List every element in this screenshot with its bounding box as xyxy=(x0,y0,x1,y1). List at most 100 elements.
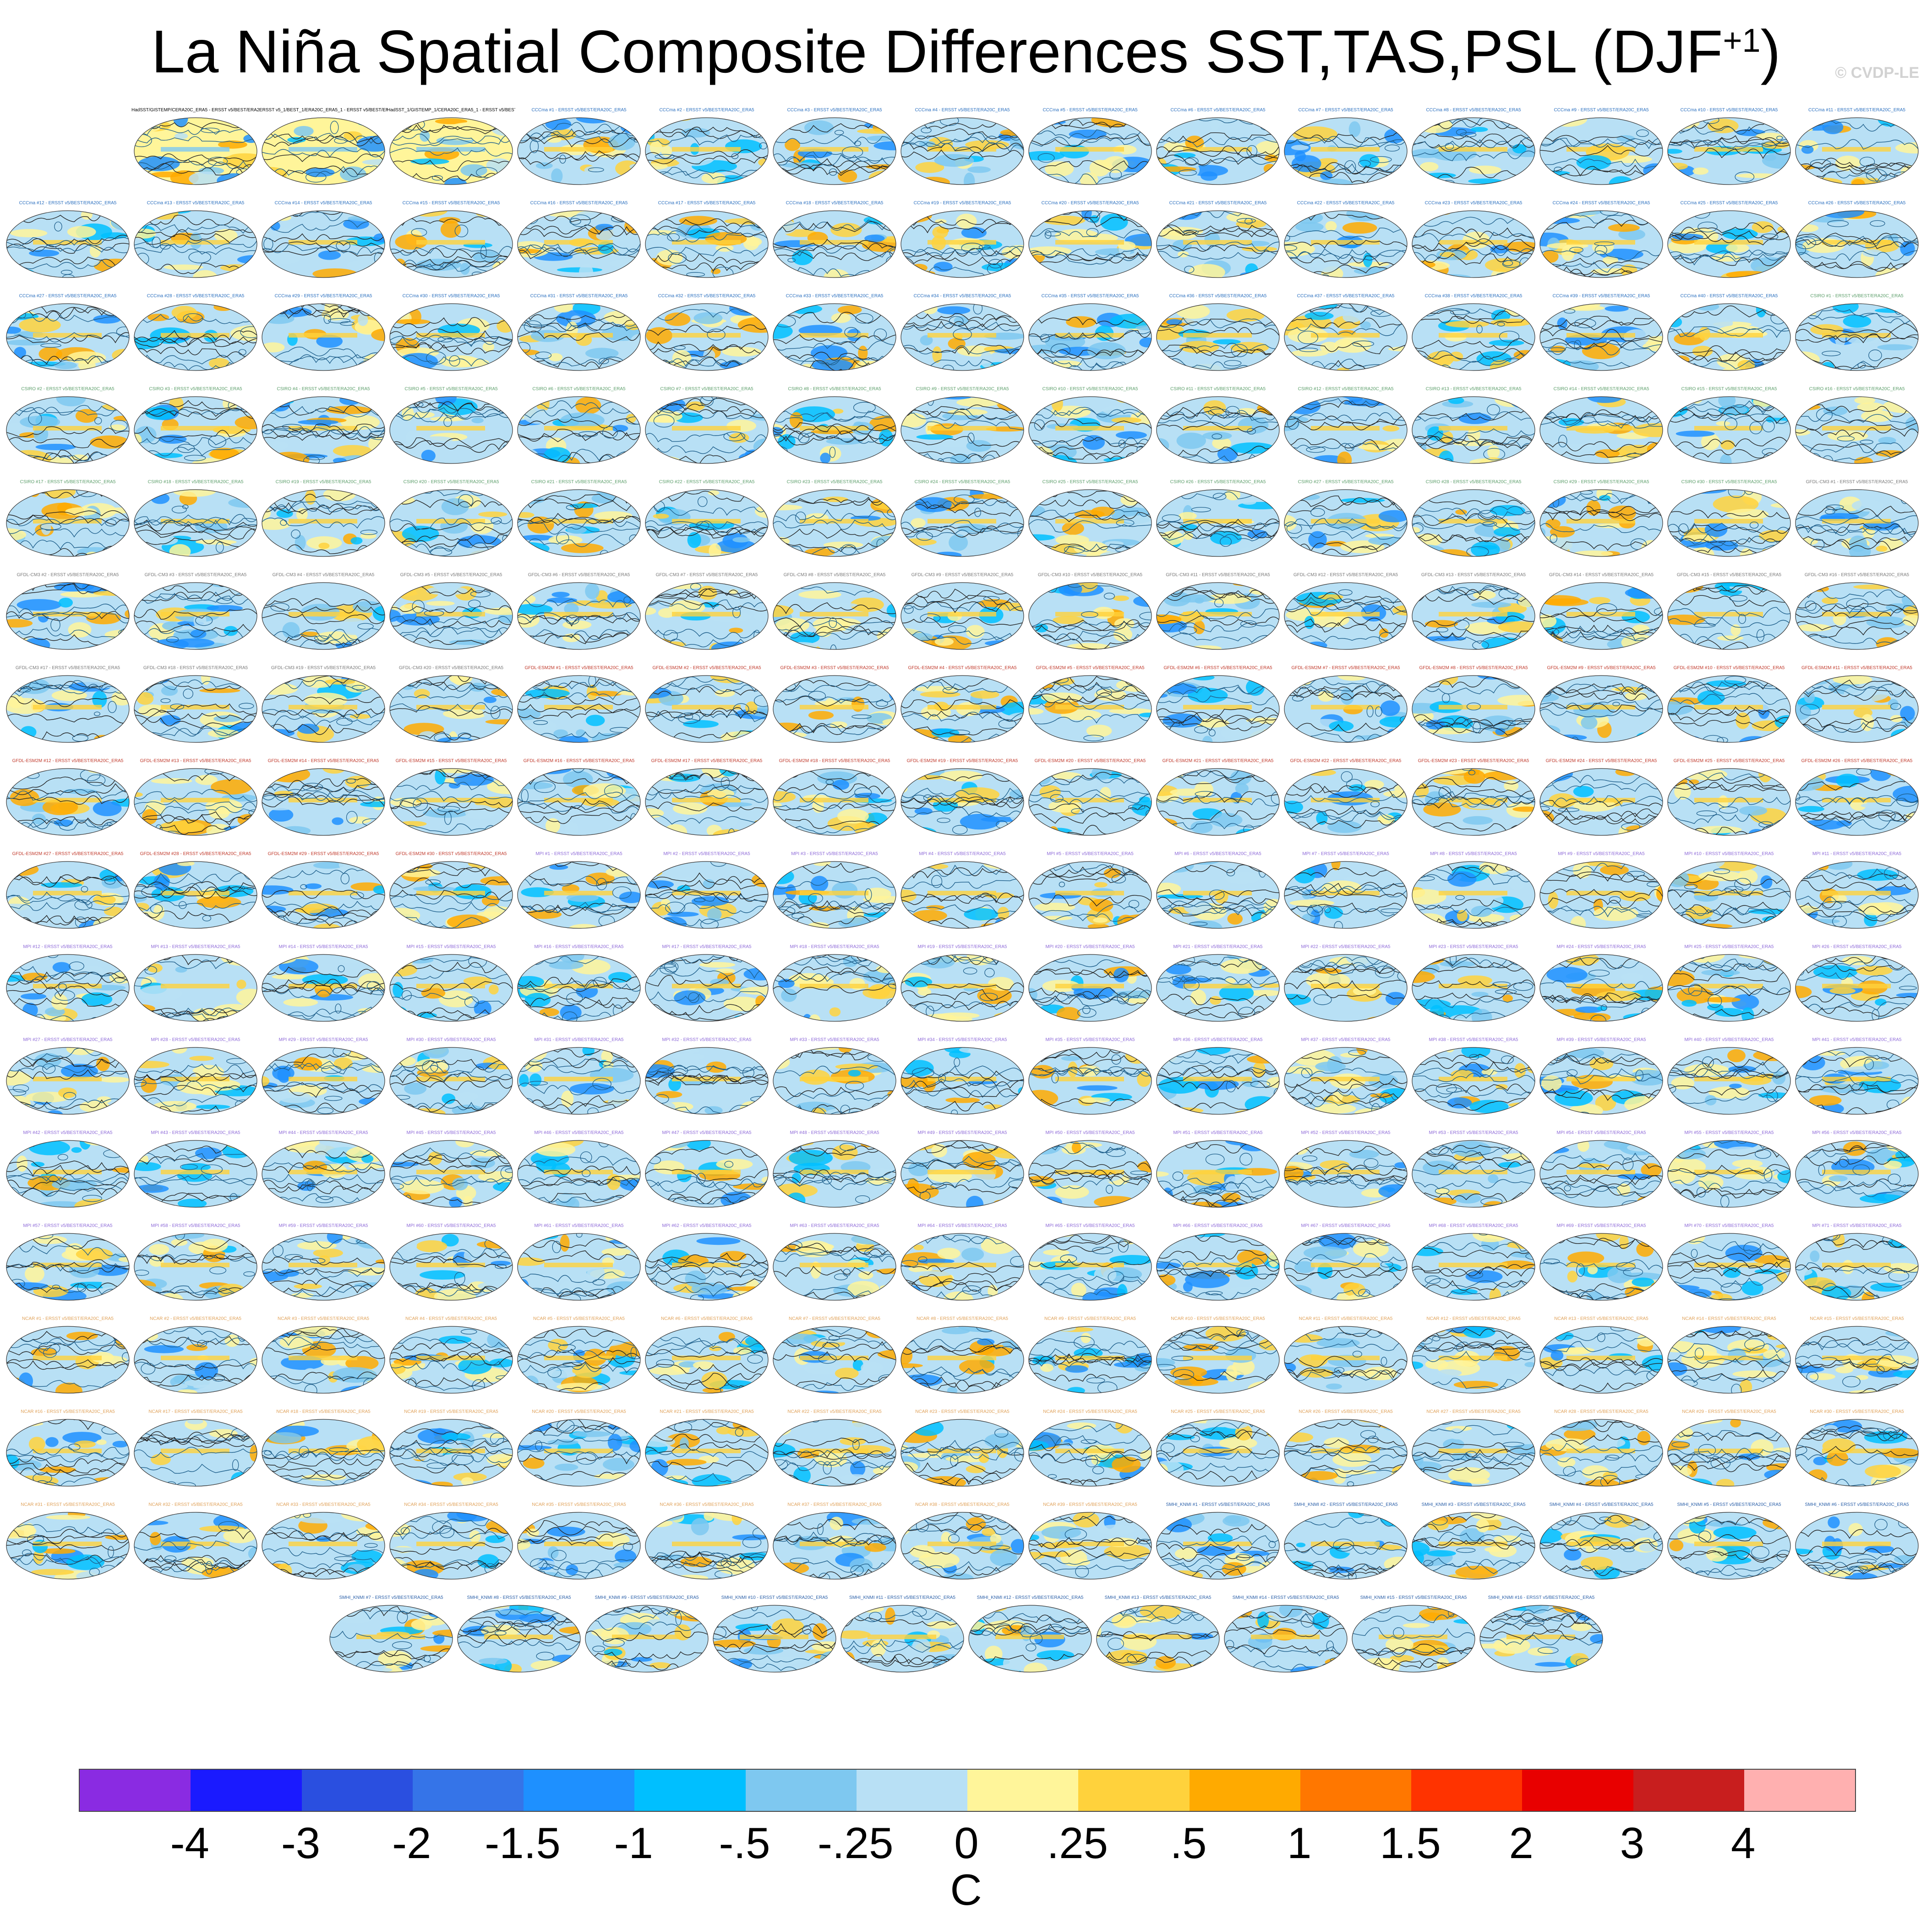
panel-title: MPI #41 - ERSST v5/BEST/ERA20C_ERA5 xyxy=(1812,1037,1902,1042)
globe-map xyxy=(1284,1233,1408,1301)
map-panel: GFDL-ESM2M #2 - ERSST v5/BEST/ERA20C_ERA… xyxy=(643,665,771,748)
panel-title: NCAR #20 - ERSST v5/BEST/ERA20C_ERA5 xyxy=(532,1409,626,1414)
map-panel: CCCma #23 - ERSST v5/BEST/ERA20C_ERA5 xyxy=(1409,201,1538,283)
map-panel: CCCma #33 - ERSST v5/BEST/ERA20C_ERA5 xyxy=(770,294,899,376)
map-panel: CSIRO #25 - ERSST v5/BEST/ERA20C_ERA5 xyxy=(1026,480,1154,562)
map-panel: CSIRO #30 - ERSST v5/BEST/ERA20C_ERA5 xyxy=(1665,480,1793,562)
panel-title: MPI #47 - ERSST v5/BEST/ERA20C_ERA5 xyxy=(662,1130,752,1135)
map-panel: CSIRO #26 - ERSST v5/BEST/ERA20C_ERA5 xyxy=(1154,480,1282,562)
panel-title: CCCma #10 - ERSST v5/BEST/ERA20C_ERA5 xyxy=(1680,108,1778,113)
globe-map xyxy=(1284,1047,1408,1115)
panel-title: CCCma #13 - ERSST v5/BEST/ERA20C_ERA5 xyxy=(147,201,245,206)
map-panel: CSIRO #15 - ERSST v5/BEST/ERA20C_ERA5 xyxy=(1665,387,1793,469)
globe-map xyxy=(1412,303,1535,371)
panel-title: GFDL-CM3 #3 - ERSST v5/BEST/ERA20C_ERA5 xyxy=(144,572,247,578)
globe-map xyxy=(6,1140,130,1208)
panel-title: MPI #6 - ERSST v5/BEST/ERA20C_ERA5 xyxy=(1174,851,1261,856)
panel-title: NCAR #5 - ERSST v5/BEST/ERA20C_ERA5 xyxy=(533,1316,625,1321)
panel-title: NCAR #17 - ERSST v5/BEST/ERA20C_ERA5 xyxy=(148,1409,243,1414)
panel-title: MPI #13 - ERSST v5/BEST/ERA20C_ERA5 xyxy=(151,944,240,949)
map-panel: MPI #42 - ERSST v5/BEST/ERA20C_ERA5 xyxy=(4,1130,132,1213)
panel-title: CSIRO #15 - ERSST v5/BEST/ERA20C_ERA5 xyxy=(1681,387,1777,392)
globe-map xyxy=(713,1605,836,1673)
panel-title: CCCma #16 - ERSST v5/BEST/ERA20C_ERA5 xyxy=(530,201,628,206)
map-panel: MPI #35 - ERSST v5/BEST/ERA20C_ERA5 xyxy=(1026,1037,1154,1120)
map-panel: CSIRO #20 - ERSST v5/BEST/ERA20C_ERA5 xyxy=(387,480,515,562)
globe-map xyxy=(1284,1140,1408,1208)
colorbar-tick-label: -3 xyxy=(281,1819,321,1868)
panel-title: SMHI_KNMI #14 - ERSST v5/BEST/ERA20C_ERA… xyxy=(1232,1595,1339,1600)
globe-map xyxy=(1539,1233,1663,1301)
panel-title: CSIRO #4 - ERSST v5/BEST/ERA20C_ERA5 xyxy=(277,387,370,392)
panel-title: CSIRO #13 - ERSST v5/BEST/ERA20C_ERA5 xyxy=(1425,387,1522,392)
globe-map xyxy=(262,1047,385,1115)
panel-title: GFDL-CM3 #6 - ERSST v5/BEST/ERA20C_ERA5 xyxy=(528,572,630,578)
panel-title: MPI #44 - ERSST v5/BEST/ERA20C_ERA5 xyxy=(278,1130,368,1135)
colorbar-segment xyxy=(524,1770,635,1811)
panel-title: CSIRO #6 - ERSST v5/BEST/ERA20C_ERA5 xyxy=(532,387,626,392)
globe-map xyxy=(901,1326,1024,1394)
globe-map xyxy=(1539,1326,1663,1394)
map-panel: MPI #48 - ERSST v5/BEST/ERA20C_ERA5 xyxy=(770,1130,899,1213)
map-panel: MPI #3 - ERSST v5/BEST/ERA20C_ERA5 xyxy=(770,851,899,934)
panel-title: GFDL-ESM2M #23 - ERSST v5/BEST/ERA20C_ER… xyxy=(1418,758,1529,763)
globe-map xyxy=(134,675,257,743)
panel-title: GFDL-ESM2M #18 - ERSST v5/BEST/ERA20C_ER… xyxy=(779,758,890,763)
globe-map xyxy=(1284,396,1408,464)
panel-title: GFDL-CM3 #20 - ERSST v5/BEST/ERA20C_ERA5 xyxy=(398,665,504,671)
map-panel: CSIRO #28 - ERSST v5/BEST/ERA20C_ERA5 xyxy=(1409,480,1538,562)
panel-title: GFDL-CM3 #2 - ERSST v5/BEST/ERA20C_ERA5 xyxy=(16,572,119,578)
panel-title: GFDL-ESM2M #15 - ERSST v5/BEST/ERA20C_ER… xyxy=(395,758,507,763)
panel-title: CCCma #24 - ERSST v5/BEST/ERA20C_ERA5 xyxy=(1552,201,1650,206)
panel-title: MPI #51 - ERSST v5/BEST/ERA20C_ERA5 xyxy=(1173,1130,1263,1135)
globe-map xyxy=(1028,117,1152,185)
map-panel: CCCma #34 - ERSST v5/BEST/ERA20C_ERA5 xyxy=(898,294,1026,376)
globe-map xyxy=(1795,1233,1919,1301)
globe-map xyxy=(1667,675,1791,743)
map-panel: GFDL-CM3 #16 - ERSST v5/BEST/ERA20C_ERA5 xyxy=(1793,572,1921,655)
globe-map xyxy=(1028,210,1152,278)
panel-title: GFDL-ESM2M #6 - ERSST v5/BEST/ERA20C_ERA… xyxy=(1163,665,1272,671)
map-panel: MPI #23 - ERSST v5/BEST/ERA20C_ERA5 xyxy=(1409,944,1538,1027)
map-panel: MPI #30 - ERSST v5/BEST/ERA20C_ERA5 xyxy=(387,1037,515,1120)
colorbar-tick-label: -2 xyxy=(392,1819,431,1868)
globe-map xyxy=(1539,1419,1663,1487)
globe-map xyxy=(262,768,385,836)
globe-map xyxy=(1028,1512,1152,1580)
globe-map xyxy=(1667,303,1791,371)
panel-title: NCAR #30 - ERSST v5/BEST/ERA20C_ERA5 xyxy=(1810,1409,1904,1414)
globe-map xyxy=(645,396,769,464)
panel-title: GFDL-CM3 #14 - ERSST v5/BEST/ERA20C_ERA5 xyxy=(1549,572,1654,578)
panel-title: SMHI_KNMI #3 - ERSST v5/BEST/ERA20C_ERA5 xyxy=(1421,1502,1526,1507)
panel-title: CCCma #35 - ERSST v5/BEST/ERA20C_ERA5 xyxy=(1041,294,1139,299)
globe-map xyxy=(901,303,1024,371)
map-panel: MPI #51 - ERSST v5/BEST/ERA20C_ERA5 xyxy=(1154,1130,1282,1213)
map-panel: NCAR #39 - ERSST v5/BEST/ERA20C_ERA5 xyxy=(1026,1502,1154,1585)
panel-title: CCCma #11 - ERSST v5/BEST/ERA20C_ERA5 xyxy=(1808,108,1905,113)
map-panel: MPI #32 - ERSST v5/BEST/ERA20C_ERA5 xyxy=(643,1037,771,1120)
globe-map xyxy=(645,954,769,1022)
panel-title: NCAR #14 - ERSST v5/BEST/ERA20C_ERA5 xyxy=(1682,1316,1776,1321)
globe-map xyxy=(134,1140,257,1208)
map-panel: CSIRO #10 - ERSST v5/BEST/ERA20C_ERA5 xyxy=(1026,387,1154,469)
map-panel: MPI #64 - ERSST v5/BEST/ERA20C_ERA5 xyxy=(898,1223,1026,1306)
panel-title: MPI #45 - ERSST v5/BEST/ERA20C_ERA5 xyxy=(406,1130,496,1135)
globe-map xyxy=(1795,582,1919,650)
panel-title: CSIRO #1 - ERSST v5/BEST/ERA20C_ERA5 xyxy=(1810,294,1904,299)
map-panel: CCCma #3 - ERSST v5/BEST/ERA20C_ERA5 xyxy=(770,108,899,190)
panel-title: MPI #50 - ERSST v5/BEST/ERA20C_ERA5 xyxy=(1045,1130,1135,1135)
panel-title: CSIRO #24 - ERSST v5/BEST/ERA20C_ERA5 xyxy=(914,480,1010,485)
map-panel: GFDL-ESM2M #30 - ERSST v5/BEST/ERA20C_ER… xyxy=(387,851,515,934)
globe-map xyxy=(1224,1605,1348,1673)
panel-title: GFDL-ESM2M #22 - ERSST v5/BEST/ERA20C_ER… xyxy=(1290,758,1402,763)
map-panel: GFDL-ESM2M #17 - ERSST v5/BEST/ERA20C_ER… xyxy=(643,758,771,841)
map-panel: CCCma #16 - ERSST v5/BEST/ERA20C_ERA5 xyxy=(515,201,643,283)
panel-title: MPI #46 - ERSST v5/BEST/ERA20C_ERA5 xyxy=(534,1130,624,1135)
globe-map xyxy=(1284,1419,1408,1487)
panel-title: MPI #4 - ERSST v5/BEST/ERA20C_ERA5 xyxy=(919,851,1006,856)
globe-map xyxy=(1156,675,1280,743)
map-panel: GFDL-ESM2M #1 - ERSST v5/BEST/ERA20C_ERA… xyxy=(515,665,643,748)
panel-title: NCAR #12 - ERSST v5/BEST/ERA20C_ERA5 xyxy=(1426,1316,1521,1321)
panel-title: NCAR #4 - ERSST v5/BEST/ERA20C_ERA5 xyxy=(405,1316,497,1321)
map-panel: CCCma #39 - ERSST v5/BEST/ERA20C_ERA5 xyxy=(1537,294,1665,376)
